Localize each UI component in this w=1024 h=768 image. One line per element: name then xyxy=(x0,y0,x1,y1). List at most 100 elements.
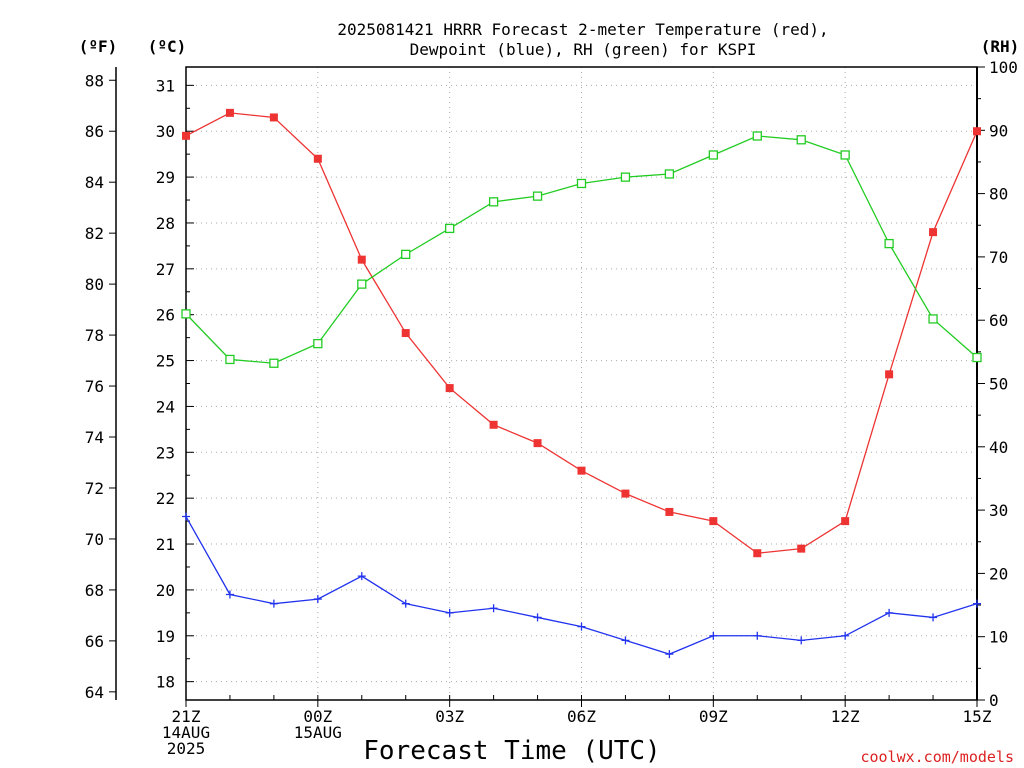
data-point xyxy=(665,507,674,516)
data-point xyxy=(929,613,938,622)
data-point xyxy=(533,439,542,448)
fahrenheit-tick-label: 76 xyxy=(85,377,104,396)
time-tick-label: 06Z xyxy=(567,707,596,726)
celsius-tick-label: 27 xyxy=(156,260,175,279)
fahrenheit-tick-label: 84 xyxy=(85,173,104,192)
data-point xyxy=(973,127,981,136)
title-line-2: Dewpoint (blue), RH (green) for KSPI xyxy=(410,40,757,59)
rh-tick-label: 40 xyxy=(989,438,1008,457)
series-open-square xyxy=(181,131,982,368)
data-point xyxy=(401,249,411,260)
data-point xyxy=(884,238,894,249)
rh-tick-label: 80 xyxy=(989,185,1008,204)
data-point xyxy=(489,420,498,429)
fahrenheit-tick-label: 78 xyxy=(85,326,104,345)
data-point xyxy=(225,590,234,599)
data-point xyxy=(841,631,850,640)
rh-tick-label: 70 xyxy=(989,248,1008,267)
data-point xyxy=(445,608,454,617)
celsius-tick-label: 30 xyxy=(156,122,175,141)
data-point xyxy=(181,309,191,319)
data-point xyxy=(182,131,190,140)
fahrenheit-tick-label: 88 xyxy=(85,71,104,90)
rh-tick-label: 0 xyxy=(989,691,999,710)
fahrenheit-tick-label: 64 xyxy=(85,683,104,702)
celsius-tick-label: 31 xyxy=(156,76,175,95)
time-tick-label: 09Z xyxy=(699,707,728,726)
time-tick-label: 12Z xyxy=(831,707,860,726)
data-point xyxy=(665,650,674,659)
series-line xyxy=(185,135,978,364)
watermark: coolwx.com/models xyxy=(860,748,1014,766)
rh-tick-label: 90 xyxy=(989,121,1008,140)
data-point xyxy=(576,178,587,189)
data-point xyxy=(225,108,234,117)
celsius-tick-label: 26 xyxy=(156,306,175,325)
time-tick-label: 21Z xyxy=(172,707,201,726)
chart-title: 2025081421 HRRR Forecast 2-meter Tempera… xyxy=(337,20,828,59)
data-point xyxy=(533,613,542,622)
title-line-1: 2025081421 HRRR Forecast 2-meter Tempera… xyxy=(337,20,828,39)
data-point xyxy=(753,631,762,640)
data-point xyxy=(313,154,322,163)
data-point xyxy=(182,512,190,521)
x-axis-label: Forecast Time (UTC) xyxy=(363,736,660,766)
celsius-tick-label: 19 xyxy=(156,627,175,646)
data-point xyxy=(928,314,938,324)
data-point xyxy=(357,279,367,289)
celsius-tick-label: 29 xyxy=(156,168,175,187)
rh-tick-label: 30 xyxy=(989,501,1008,520)
rh-tick-label: 20 xyxy=(989,564,1008,583)
celsius-tick-label: 22 xyxy=(156,489,175,508)
plot-frame xyxy=(185,66,978,701)
celsius-tick-label: 24 xyxy=(156,397,175,416)
data-point xyxy=(357,572,366,581)
gridlines xyxy=(186,67,977,700)
fahrenheit-tick-label: 66 xyxy=(85,632,104,651)
data-point xyxy=(708,150,718,160)
celsius-tick-label: 28 xyxy=(156,214,175,233)
data-point xyxy=(841,517,850,526)
time-tick-label: 2025 xyxy=(167,739,206,758)
celsius-tick-label: 23 xyxy=(156,443,175,462)
data-point xyxy=(577,622,586,631)
celsius-tick-label: 18 xyxy=(156,673,175,692)
data-point xyxy=(885,370,894,379)
rh-tick-label: 60 xyxy=(989,311,1008,330)
time-tick-label: 15Z xyxy=(963,707,992,726)
fahrenheit-tick-label: 68 xyxy=(85,581,104,600)
data-point xyxy=(532,191,543,201)
fahrenheit-axis-label: (ºF) xyxy=(79,37,118,56)
data-point xyxy=(664,169,675,179)
data-point xyxy=(796,135,806,145)
rh-tick-label: 10 xyxy=(989,628,1008,647)
data-point xyxy=(620,172,631,182)
data-point xyxy=(621,636,630,645)
fahrenheit-ticks: 64 66 68 70 72 74 76 78 80 82 84 86 88 xyxy=(85,71,116,702)
rh-ticks: 0 10 20 30 40 50 60 70 80 90 100 xyxy=(977,58,1018,710)
data-point xyxy=(973,599,981,608)
rh-tick-label: 50 xyxy=(989,375,1008,394)
data-point xyxy=(709,631,718,640)
fahrenheit-tick-label: 80 xyxy=(85,275,104,294)
data-point xyxy=(269,358,279,368)
data-point xyxy=(752,131,762,141)
fahrenheit-tick-label: 86 xyxy=(85,122,104,141)
series-layer xyxy=(181,108,982,659)
celsius-tick-label: 25 xyxy=(156,352,175,371)
fahrenheit-tick-label: 74 xyxy=(85,428,104,447)
time-tick-label: 00Z xyxy=(303,707,332,726)
data-point xyxy=(313,338,323,349)
data-point xyxy=(972,352,982,363)
rh-tick-label: 100 xyxy=(989,58,1018,77)
data-point xyxy=(885,608,894,617)
rh-axis-label: (RH) xyxy=(981,37,1020,56)
celsius-tick-label: 20 xyxy=(156,581,175,600)
data-point xyxy=(797,544,806,553)
data-point xyxy=(797,636,806,645)
celsius-axis-label: (ºC) xyxy=(148,37,187,56)
fahrenheit-tick-label: 72 xyxy=(85,479,104,498)
data-point xyxy=(577,466,586,475)
